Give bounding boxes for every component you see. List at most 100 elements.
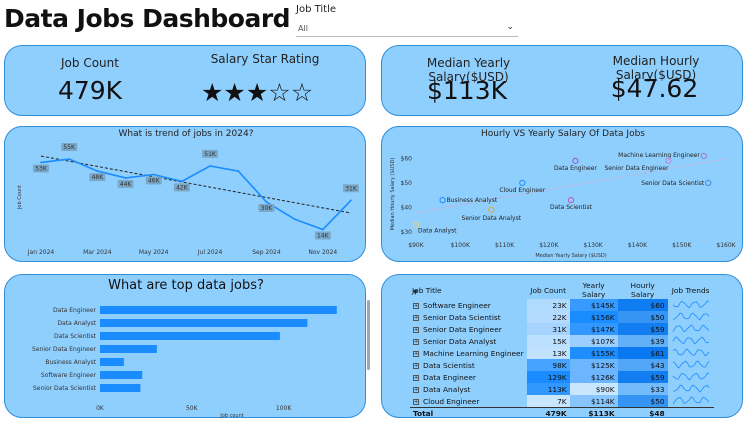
category-label: Data Engineer bbox=[53, 307, 96, 314]
top-jobs-card: What are top data jobs? Data Engineer Dat… bbox=[4, 274, 370, 419]
col-header-job-count[interactable]: Job Count bbox=[530, 285, 566, 295]
y-axis-label: Median Hourly Salary ($USD) bbox=[390, 158, 396, 231]
job-title-text: Senior Data Analyst bbox=[423, 336, 497, 346]
col-header-yearly-salary[interactable]: Yearly Salary bbox=[582, 281, 606, 299]
sparkline bbox=[672, 300, 709, 309]
job-title-filter-dropdown[interactable]: All ⌄ bbox=[296, 21, 518, 37]
chevron-down-icon: ⌄ bbox=[506, 22, 514, 32]
job-title-text: Machine Learning Engineer bbox=[423, 348, 524, 358]
job-title-text: Senior Data Scientist bbox=[423, 312, 501, 322]
salary-scatter-card: Hourly VS Yearly Salary Of Data Jobs $60… bbox=[381, 126, 743, 262]
table-row[interactable]: + Machine Learning Engineer 13K $155K $61 bbox=[410, 347, 714, 359]
kpi-card-jobs: Job Count 479K Salary Star Rating ★★★☆☆ bbox=[4, 45, 366, 116]
col-header-hourly-salary[interactable]: Hourly Salary bbox=[630, 281, 655, 299]
x-tick-label: Sep 2024 bbox=[252, 249, 281, 256]
cell-yearly-salary: $147K bbox=[569, 323, 618, 335]
cell-yearly-salary: $126K bbox=[569, 371, 618, 383]
table-row[interactable]: + Senior Data Scientist 22K $156K $50 bbox=[410, 311, 714, 323]
x-tick-label: Jul 2024 bbox=[197, 249, 223, 256]
trend-line bbox=[40, 155, 352, 214]
data-label-bg bbox=[258, 204, 275, 213]
y-tick-label: $50 bbox=[401, 180, 413, 187]
star-filled-icon: ★ bbox=[223, 78, 246, 107]
table-row[interactable]: + Data Engineer 129K $126K $59 bbox=[410, 371, 714, 383]
x-tick-label: May 2024 bbox=[139, 249, 169, 256]
scatter-point bbox=[488, 206, 495, 214]
expand-icon[interactable]: + bbox=[413, 350, 419, 357]
cell-yearly-salary: $145K bbox=[569, 299, 618, 311]
table-row[interactable]: + Software Engineer 23K $145K $60 bbox=[410, 299, 714, 311]
sparkline bbox=[672, 336, 709, 345]
point-label: Machine Learning Engineer bbox=[618, 152, 700, 159]
data-label-bg bbox=[61, 143, 78, 152]
expand-icon[interactable]: + bbox=[413, 386, 419, 393]
data-label: 51K bbox=[204, 151, 217, 158]
cell-job-title: + Data Analyst bbox=[410, 383, 527, 395]
cell-yearly-salary: $156K bbox=[569, 311, 618, 323]
jobs-trend-line-chart: Job Count 53K 55K 48K 44K 46K 42K 51K 30K 14K 31K J… bbox=[17, 143, 359, 256]
jobs-series-line bbox=[40, 158, 352, 231]
col-header-job-title[interactable]: Job Title bbox=[412, 285, 442, 295]
point-label: Data Scientist bbox=[550, 204, 593, 211]
expand-icon[interactable]: + bbox=[413, 302, 419, 309]
cell-hourly-salary: $60 bbox=[617, 299, 668, 311]
table-row[interactable]: + Data Scientist 98K $125K $43 bbox=[410, 359, 714, 371]
data-point bbox=[265, 201, 268, 203]
median-hourly-label: Median Hourly Salary($USD) bbox=[612, 54, 700, 82]
table-row[interactable]: + Senior Data Analyst 15K $107K $39 bbox=[410, 335, 714, 347]
sparkline bbox=[672, 348, 709, 357]
category-label: Senior Data Engineer bbox=[32, 346, 97, 353]
bar bbox=[100, 384, 141, 392]
scatter-point bbox=[665, 157, 672, 164]
top-jobs-title: What are top data jobs? bbox=[108, 278, 264, 293]
data-label-bg bbox=[343, 184, 359, 193]
cell-job-title: + Senior Data Engineer bbox=[410, 323, 527, 335]
x-tick-label: 100K bbox=[276, 405, 292, 412]
kpi-card-salary: Median Yearly Salary($USD) $113K Median … bbox=[381, 45, 743, 116]
cell-hourly-salary: $39 bbox=[617, 335, 668, 347]
cell-hourly-salary: $43 bbox=[617, 359, 668, 371]
bar-chart-scrollbar[interactable] bbox=[367, 300, 370, 370]
expand-icon[interactable]: + bbox=[413, 362, 419, 369]
cell-yearly-salary: $114K bbox=[569, 395, 618, 408]
table-row[interactable]: + Data Analyst 113K $90K $33 bbox=[410, 383, 714, 395]
expand-icon[interactable]: + bbox=[413, 398, 419, 405]
cell-job-title: + Senior Data Scientist bbox=[410, 311, 527, 323]
cell-job-title: + Data Engineer bbox=[410, 371, 527, 383]
expand-icon[interactable]: + bbox=[413, 314, 419, 321]
y-tick-label: $30 bbox=[401, 229, 413, 236]
data-point bbox=[124, 177, 127, 179]
sort-indicator-icon[interactable]: ▼ bbox=[413, 289, 418, 296]
point-label: Senior Data Scientist bbox=[641, 180, 705, 187]
expand-icon[interactable]: + bbox=[413, 374, 419, 381]
jobs-trend-title: What is trend of jobs in 2024? bbox=[118, 129, 254, 139]
data-label: 42K bbox=[176, 184, 189, 191]
data-label: 30K bbox=[261, 205, 274, 212]
category-label: Data Scientist bbox=[54, 333, 97, 340]
expand-icon[interactable]: + bbox=[413, 326, 419, 333]
x-tick-label: $130K bbox=[584, 242, 604, 249]
cell-hourly-salary: $33 bbox=[617, 383, 668, 395]
data-label-bg bbox=[173, 183, 190, 192]
top-jobs-bar-chart: Data Engineer Data Analyst Data Scientist S… bbox=[32, 306, 337, 419]
col-header-job-trends[interactable]: Job Trends bbox=[671, 285, 710, 295]
cell-job-title: + Cloud Engineer bbox=[410, 395, 527, 408]
scatter-point bbox=[412, 221, 420, 228]
jobs-trend-card: What is trend of jobs in 2024? Job Count… bbox=[4, 126, 366, 262]
median-yearly-value: $113K bbox=[426, 76, 508, 105]
x-tick-label: $160K bbox=[716, 242, 736, 249]
y-tick-label: $60 bbox=[401, 155, 413, 162]
x-tick-label: 50K bbox=[186, 405, 199, 412]
y-axis-label: Job Count bbox=[17, 185, 23, 210]
expand-icon[interactable]: + bbox=[413, 338, 419, 345]
point-label: Cloud Engineer bbox=[499, 187, 545, 194]
bar bbox=[100, 371, 143, 379]
table-row[interactable]: + Cloud Engineer 7K $114K $50 bbox=[410, 395, 714, 408]
total-hourly-salary: $48 bbox=[617, 407, 668, 419]
category-label: Senior Data Scientist bbox=[33, 385, 97, 392]
table-row[interactable]: + Senior Data Engineer 31K $147K $59 bbox=[410, 323, 714, 335]
salary-scatter-title: Hourly VS Yearly Salary Of Data Jobs bbox=[481, 129, 645, 139]
x-tick-label: $110K bbox=[495, 242, 515, 249]
job-title-text: Senior Data Engineer bbox=[423, 324, 502, 334]
